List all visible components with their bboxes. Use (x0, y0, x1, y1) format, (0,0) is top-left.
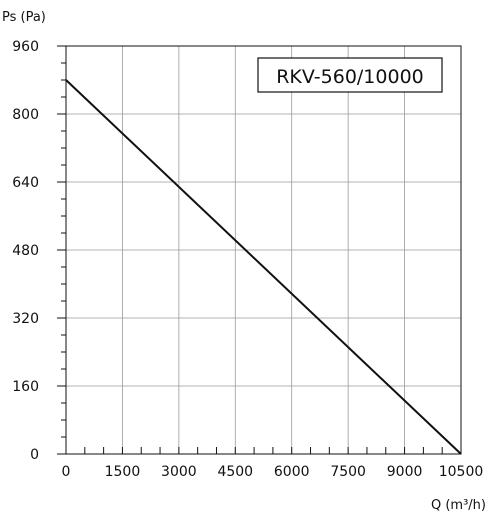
series-layer (65, 79, 462, 455)
pressure-curve-line (65, 79, 462, 455)
x-tick-label: 10500 (439, 464, 484, 480)
y-tick-label: 960 (12, 39, 39, 55)
x-tick-labels: 0 1500 3000 4500 6000 7500 9000 10500 (62, 464, 484, 480)
y-tick-label: 320 (12, 311, 39, 327)
y-tick-labels: 0 160 320 480 640 800 960 (12, 39, 39, 463)
plot-frame (65, 45, 462, 455)
x-axis-title: Q (m³/h) (431, 498, 486, 513)
x-tick-label: 9000 (387, 464, 423, 480)
x-tick-label: 0 (62, 464, 71, 480)
chart-title: RKV-560/10000 (276, 66, 424, 88)
y-tick-label: 800 (12, 107, 39, 123)
y-tick-label: 480 (12, 243, 39, 259)
x-tick-label: 4500 (217, 464, 253, 480)
y-axis-title: Ps (Pa) (2, 10, 46, 25)
x-tick-label: 1500 (105, 464, 141, 480)
chart-title-box (257, 57, 443, 93)
y-tick-label: 640 (12, 175, 39, 191)
y-tick-label: 0 (30, 447, 39, 463)
x-tick-label: 3000 (161, 464, 197, 480)
y-tick-label: 160 (12, 379, 39, 395)
x-tick-label: 6000 (274, 464, 310, 480)
x-tick-label: 7500 (330, 464, 366, 480)
grid (66, 46, 461, 454)
